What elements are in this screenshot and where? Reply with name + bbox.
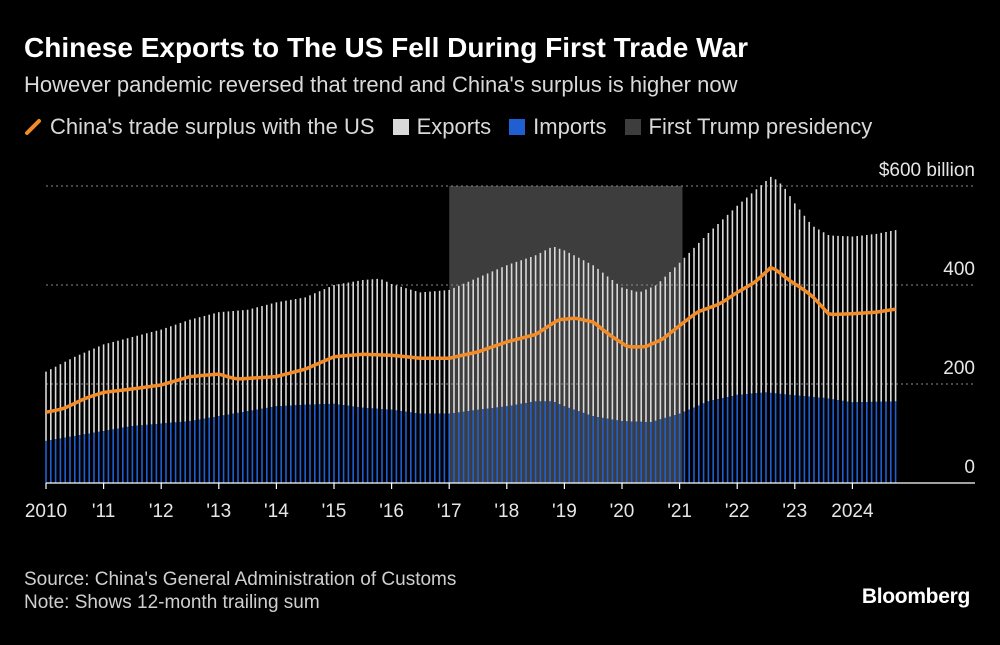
y-tick-label: $600 billion [879, 160, 975, 181]
legend-item-presidency[interactable]: First Trump presidency [624, 114, 873, 140]
x-tick-label: '14 [264, 501, 289, 522]
exports-swatch-icon [392, 119, 409, 135]
legend-item-surplus[interactable]: China's trade surplus with the US [24, 114, 375, 140]
x-tick-label: '16 [379, 501, 404, 522]
bloomberg-logo: Bloomberg [861, 585, 970, 608]
surplus-line [45, 265, 896, 414]
x-tick-label: '19 [552, 501, 577, 522]
legend-item-imports[interactable]: Imports [509, 114, 607, 140]
x-tick-label: '22 [725, 501, 750, 522]
x-tick-label: '21 [667, 501, 692, 522]
y-tick-label: 0 [964, 457, 975, 478]
legend-label-exports: Exports [416, 114, 492, 139]
y-tick-label: 400 [943, 259, 975, 280]
chart-subtitle: However pandemic reversed that trend and… [24, 72, 738, 97]
x-tick-label: '12 [149, 501, 174, 522]
imports-swatch-icon [509, 119, 526, 135]
legend-item-exports[interactable]: Exports [392, 114, 492, 140]
method-note: Note: Shows 12-month trailing sum [24, 592, 320, 613]
footer: Source: China's General Administration o… [24, 568, 456, 614]
x-tick-label: 2010 [25, 501, 67, 522]
legend-label-imports: Imports [533, 114, 607, 139]
trade-chart: 2010 '11 '12 '13 '14 '15 '16 '17 '18 '19 '20 '21 '22… [25, 160, 975, 522]
legend-label-surplus: China's trade surplus with the US [50, 114, 375, 139]
x-tick-label: '11 [92, 501, 115, 522]
chart-title: Chinese Exports to The US Fell During Fi… [24, 32, 748, 63]
x-tick-label: '17 [437, 501, 462, 522]
source-note: Source: China's General Administration o… [24, 569, 457, 590]
presidency-shade [449, 186, 683, 483]
x-tick-label: '18 [494, 501, 519, 522]
x-tick-label: '20 [610, 501, 635, 522]
x-tick-label: '13 [206, 501, 231, 522]
x-tick-label: '23 [782, 501, 807, 522]
surplus-line-swatch-icon [25, 119, 41, 135]
y-tick-label: 200 [943, 358, 975, 379]
legend-label-presidency: First Trump presidency [648, 114, 873, 139]
x-tick-label: 2024 [831, 501, 874, 522]
chart-legend: China's trade surplus with the US Export… [24, 114, 890, 140]
x-tick-label: '15 [322, 501, 347, 522]
presidency-swatch-icon [624, 119, 641, 135]
